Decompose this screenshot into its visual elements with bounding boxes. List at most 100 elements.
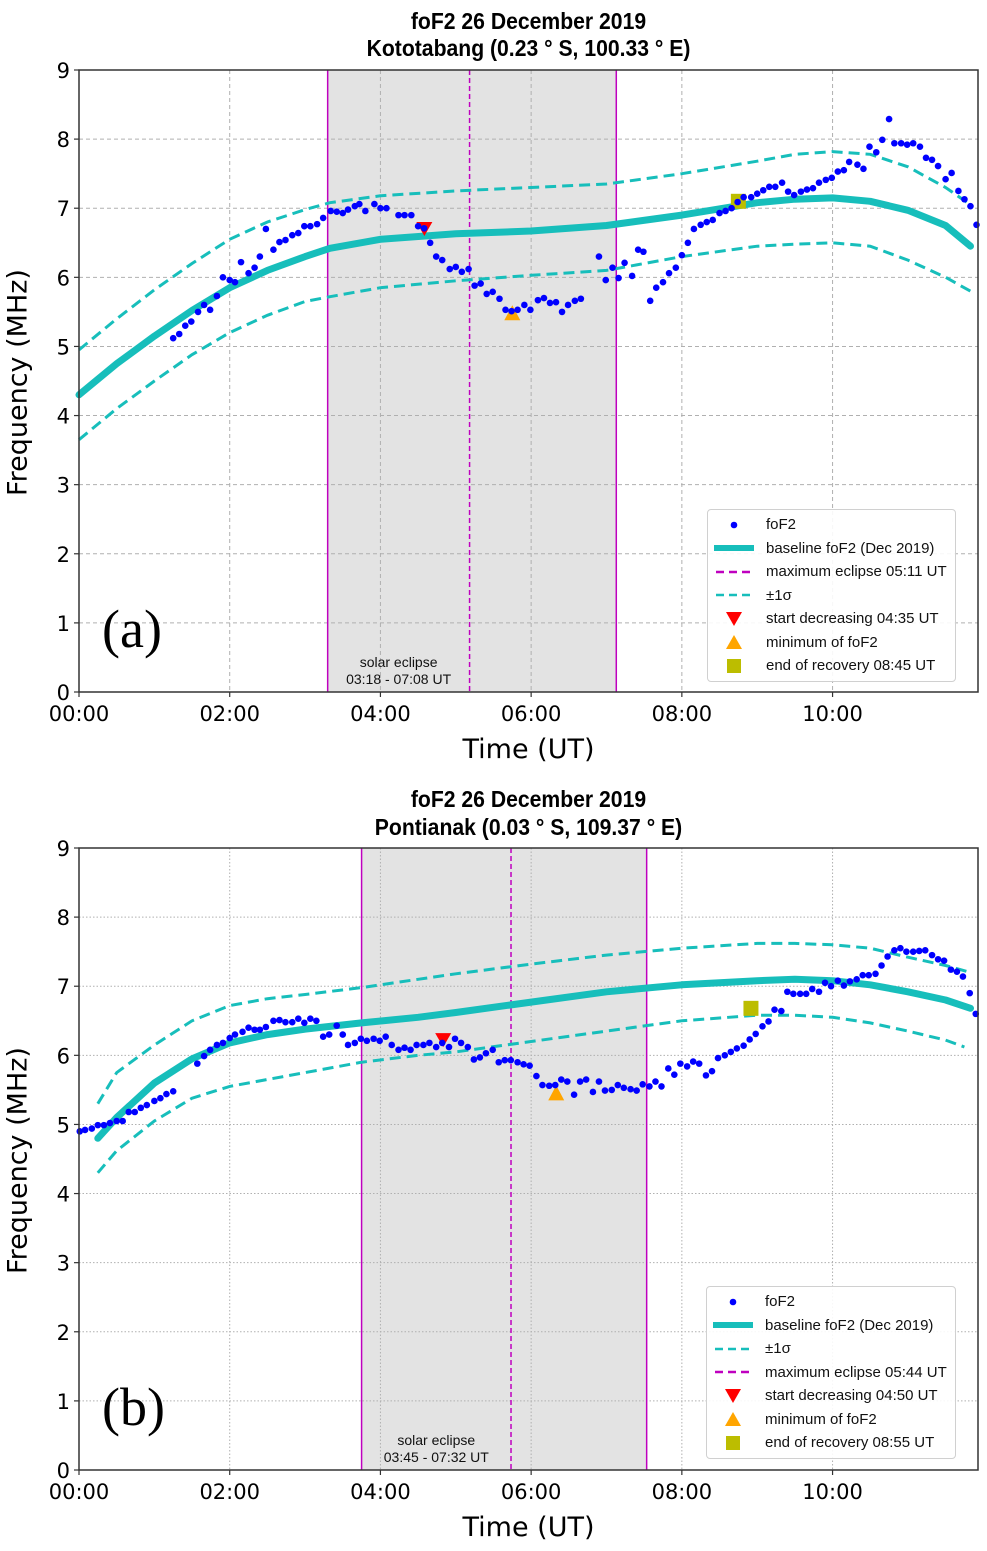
legend-item-start: start decreasing 04:50 UT bbox=[711, 1384, 947, 1408]
foF2-point bbox=[672, 264, 680, 271]
legend-sigma-icon bbox=[715, 1347, 753, 1350]
foF2-point bbox=[552, 298, 560, 306]
foF2-point bbox=[333, 1022, 341, 1029]
foF2-point bbox=[947, 966, 955, 973]
foF2-point bbox=[721, 1052, 729, 1059]
foF2-point bbox=[187, 318, 195, 325]
foF2-point bbox=[362, 207, 369, 215]
foF2-point bbox=[633, 1087, 640, 1094]
foF2-point bbox=[671, 1071, 678, 1078]
foF2-point bbox=[708, 1067, 716, 1075]
y-tick-label: 6 bbox=[57, 1044, 70, 1068]
legend-item-foF2: foF2 bbox=[712, 513, 947, 537]
legend-label: end of recovery 08:55 UT bbox=[765, 1434, 935, 1452]
plot-frame bbox=[78, 847, 979, 1471]
chart-title-line1: foF2 26 December 2019 bbox=[410, 786, 647, 812]
foF2-point bbox=[948, 169, 955, 177]
legend-label: foF2 bbox=[765, 1293, 796, 1311]
foF2-point bbox=[251, 264, 258, 271]
foF2-point bbox=[821, 979, 829, 987]
foF2-point bbox=[722, 207, 729, 215]
legend-symbol-foF2 bbox=[712, 515, 756, 535]
foF2-point bbox=[294, 1015, 302, 1023]
foF2-point bbox=[928, 156, 936, 164]
foF2-point bbox=[319, 1033, 327, 1040]
legend-symbol-maxeclipse bbox=[712, 562, 756, 582]
foF2-point bbox=[897, 944, 904, 952]
foF2-point bbox=[206, 1046, 214, 1054]
foF2-point bbox=[690, 225, 698, 233]
foF2-point bbox=[790, 990, 797, 998]
foF2-point bbox=[194, 308, 202, 316]
legend-start-icon bbox=[726, 611, 742, 626]
foF2-point bbox=[262, 1023, 270, 1031]
foF2-point bbox=[401, 1044, 408, 1052]
foF2-point bbox=[333, 208, 341, 215]
foF2-point bbox=[206, 306, 214, 314]
foF2-point bbox=[483, 290, 490, 298]
foF2-point bbox=[501, 1056, 509, 1064]
foF2-point bbox=[747, 193, 755, 201]
y-tick-label: 4 bbox=[57, 405, 70, 429]
panel-a: foF2 26 December 2019 Kototabang (0.23 °… bbox=[3, 8, 980, 765]
foF2-point bbox=[834, 168, 842, 175]
plot-frame bbox=[78, 69, 979, 693]
foF2-point bbox=[564, 301, 572, 309]
foF2-point bbox=[106, 1119, 114, 1127]
foF2-point bbox=[94, 1121, 102, 1129]
foF2-point bbox=[489, 1046, 497, 1054]
legend-recovery-icon bbox=[727, 658, 741, 673]
foF2-point bbox=[628, 272, 636, 280]
foF2-point bbox=[815, 179, 823, 186]
foF2-point bbox=[634, 246, 642, 253]
minimum-marker bbox=[548, 1085, 565, 1101]
foF2-point bbox=[545, 1082, 553, 1090]
foF2-point bbox=[539, 1081, 546, 1089]
foF2-point bbox=[854, 161, 861, 168]
foF2-point bbox=[489, 288, 497, 296]
legend-symbol-minimum bbox=[711, 1409, 755, 1429]
legend-label: baseline foF2 (Dec 2019) bbox=[765, 1316, 934, 1334]
foF2-point bbox=[702, 1072, 710, 1079]
y-tick-label: 8 bbox=[57, 906, 70, 930]
foF2-point bbox=[953, 968, 961, 976]
legend-item-recovery: end of recovery 08:55 UT bbox=[711, 1431, 947, 1455]
foF2-point bbox=[878, 136, 886, 144]
foF2-point bbox=[828, 174, 836, 182]
foF2-point bbox=[955, 187, 962, 195]
foF2-point bbox=[125, 1108, 133, 1116]
x-tick-label: 10:00 bbox=[802, 702, 863, 726]
foF2-point bbox=[803, 186, 811, 193]
foF2-point bbox=[940, 957, 948, 964]
foF2-point bbox=[891, 946, 898, 954]
legend-symbol-start bbox=[711, 1386, 755, 1406]
legend-item-baseline: baseline foF2 (Dec 2019) bbox=[712, 537, 947, 561]
foF2-point bbox=[325, 1031, 333, 1038]
foF2-point bbox=[219, 1039, 227, 1047]
foF2-point bbox=[790, 191, 798, 199]
y-tick-label: 5 bbox=[57, 1113, 70, 1137]
foF2-point bbox=[771, 1006, 778, 1014]
foF2-point bbox=[891, 139, 898, 147]
foF2-point bbox=[507, 1056, 515, 1064]
foF2-point bbox=[921, 946, 929, 954]
foF2-point bbox=[226, 276, 234, 284]
foF2-point bbox=[376, 1037, 383, 1045]
foF2-point bbox=[432, 253, 440, 260]
foF2-point bbox=[959, 973, 967, 980]
foF2-point bbox=[595, 1078, 603, 1085]
foF2-point bbox=[239, 1028, 246, 1036]
foF2-point bbox=[664, 1065, 672, 1072]
foF2-point bbox=[451, 1035, 459, 1043]
foF2-point bbox=[922, 154, 930, 162]
panel-letter: (b) bbox=[102, 1377, 165, 1437]
x-tick-label: 06:00 bbox=[501, 702, 562, 726]
foF2-point bbox=[652, 284, 660, 292]
foF2-point bbox=[169, 334, 177, 342]
foF2-point bbox=[426, 1039, 433, 1047]
eclipse-shading bbox=[361, 848, 647, 1470]
legend-sigma-icon bbox=[716, 594, 754, 597]
foF2-point bbox=[942, 175, 949, 183]
foF2-point bbox=[237, 258, 245, 266]
foF2-point bbox=[371, 200, 378, 208]
